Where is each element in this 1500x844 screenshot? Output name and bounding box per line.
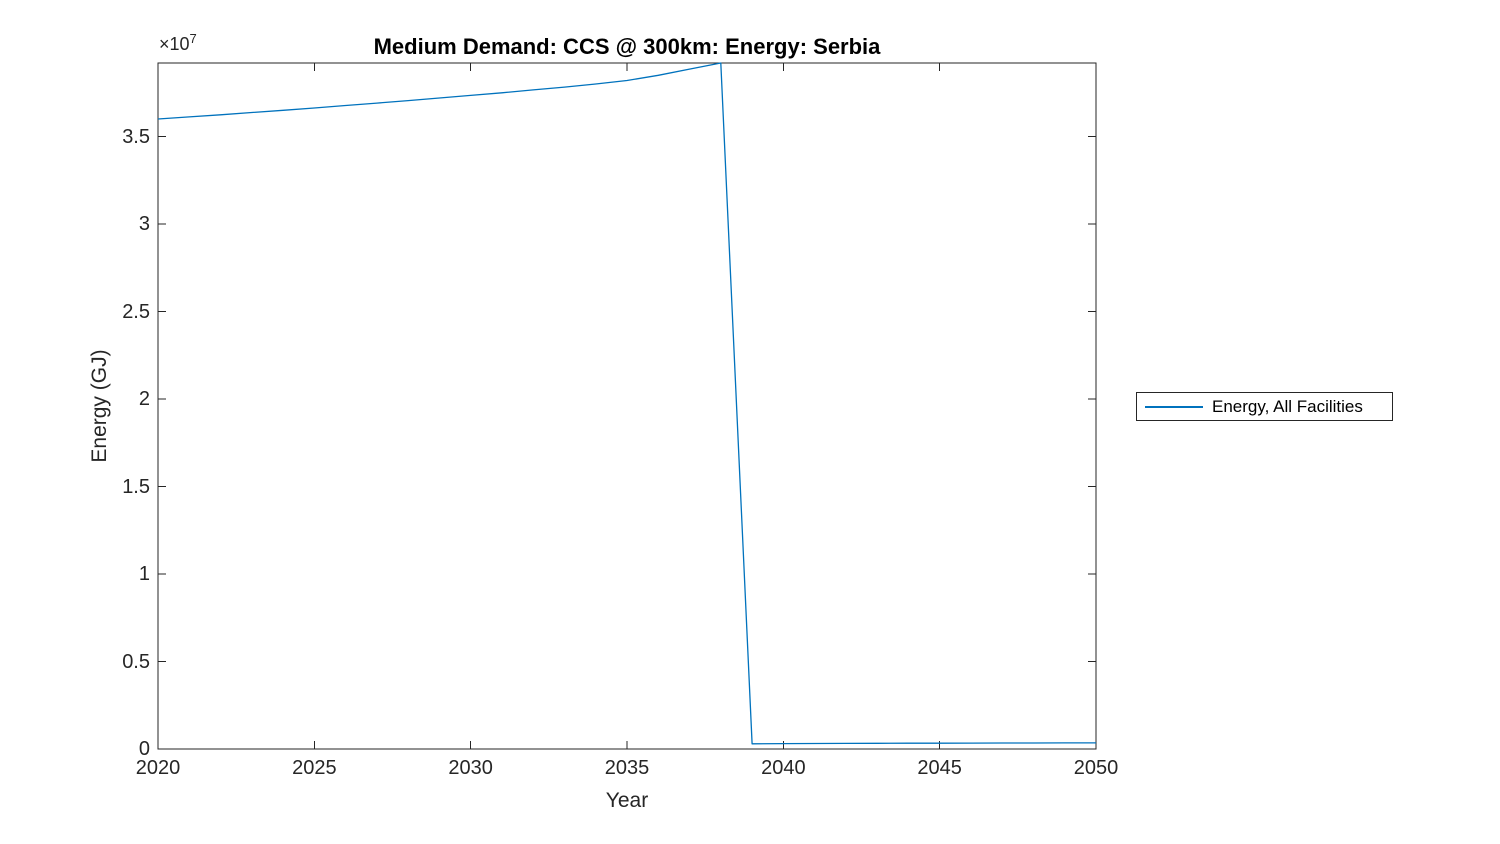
axis-tick-marks	[157, 63, 1097, 750]
y-tick-label: 1.5	[122, 475, 150, 498]
legend: Energy, All Facilities	[1136, 392, 1393, 421]
x-tick-label: 2045	[917, 757, 962, 779]
y-tick-label: 1	[138, 563, 150, 585]
axes-box	[157, 62, 1097, 750]
x-tick-label: 2020	[135, 757, 181, 779]
y-axis-exponent: ×107	[159, 31, 197, 55]
legend-line-sample	[1145, 405, 1203, 408]
y-tick-label: 0	[138, 738, 150, 760]
x-tick-label: 2040	[761, 757, 806, 779]
y-tick-label: 3	[138, 213, 150, 235]
x-tick-label: 2050	[1073, 757, 1119, 779]
chart-title: Medium Demand: CCS @ 300km: Energy: Serb…	[373, 34, 881, 59]
x-tick-label: 2035	[604, 757, 650, 779]
x-axis-label: Year	[605, 789, 649, 812]
series-polyline	[157, 62, 1096, 745]
exponent-power: 7	[189, 31, 197, 46]
y-tick-label: 2	[138, 388, 150, 410]
y-tick-label: 3.5	[122, 125, 150, 148]
data-series-line	[157, 62, 1096, 745]
legend-entry-label: Energy, All Facilities	[1212, 396, 1363, 416]
y-tick-label: 2.5	[122, 300, 150, 323]
x-tick-label: 2030	[448, 757, 493, 779]
exponent-base: ×10	[159, 34, 190, 54]
x-tick-label: 2025	[292, 757, 337, 779]
y-tick-label: 0.5	[122, 650, 150, 673]
